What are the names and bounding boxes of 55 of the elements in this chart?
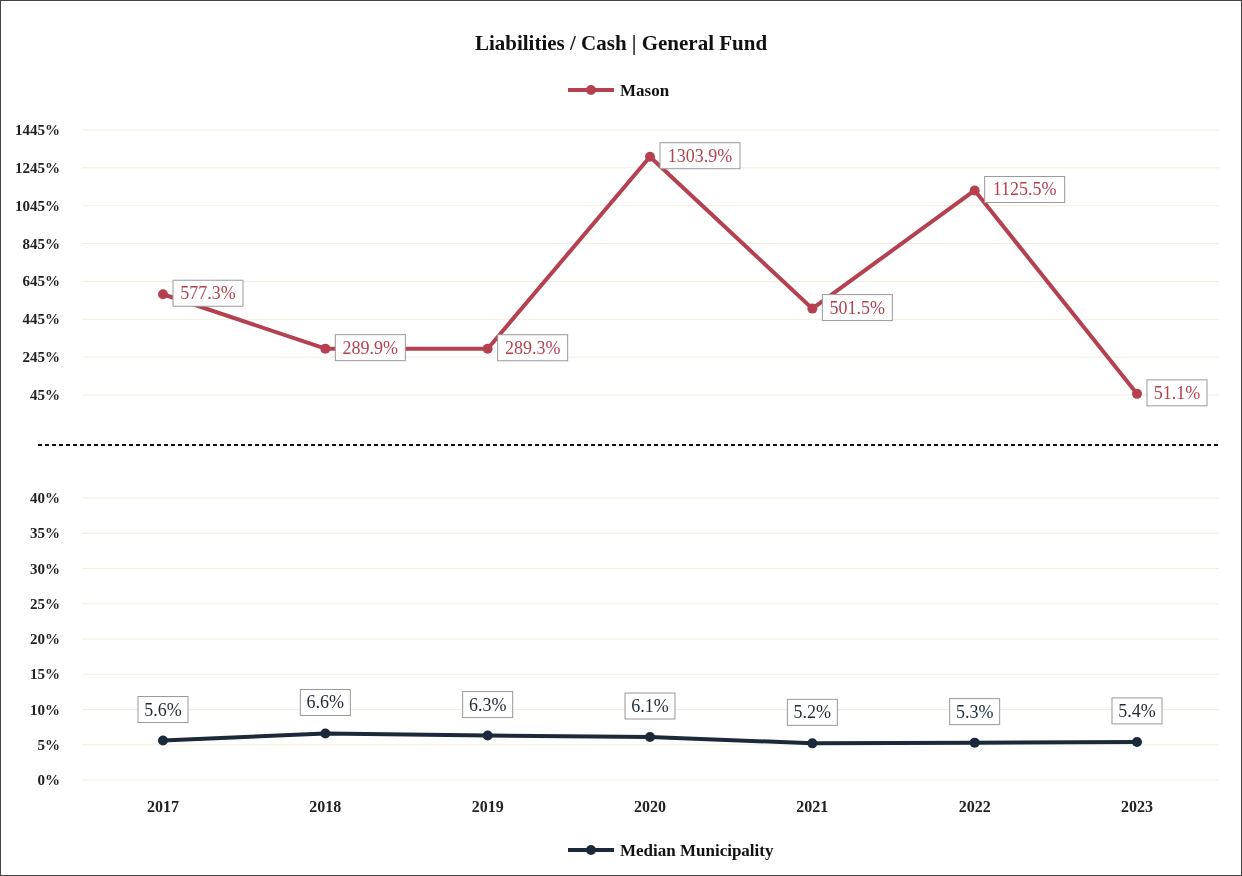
point <box>645 151 655 162</box>
point <box>969 185 980 196</box>
point <box>807 303 818 314</box>
data-label: 501.5% <box>829 297 886 318</box>
y-tick-label: 245% <box>22 349 60 366</box>
y-tick-label: 25% <box>30 595 60 612</box>
y-tick-label: 1445% <box>15 122 60 138</box>
y-tick-label: 35% <box>30 525 60 542</box>
point <box>969 737 980 748</box>
point <box>807 738 818 749</box>
y-tick-label: 5% <box>37 736 60 753</box>
chart-title: Liabilities / Cash | General Fund <box>474 31 768 55</box>
legend-label: Median Municipality <box>620 841 774 860</box>
y-tick-label: 445% <box>22 311 60 328</box>
y-tick-label: 0% <box>37 772 60 788</box>
x-tick-label: 2018 <box>309 798 342 815</box>
y-tick-label: 645% <box>22 273 60 290</box>
data-label: 51.1% <box>1153 382 1201 403</box>
data-label: 5.3% <box>955 701 994 722</box>
point <box>482 730 493 741</box>
data-label: 6.6% <box>306 692 345 713</box>
point <box>1132 388 1142 399</box>
data-label: 289.9% <box>342 337 399 358</box>
data-label: 289.3% <box>504 337 561 358</box>
x-tick-label: 2020 <box>634 798 666 815</box>
point <box>645 732 655 742</box>
point <box>320 343 331 354</box>
point <box>1132 736 1142 747</box>
point <box>158 735 168 746</box>
point <box>320 728 331 739</box>
y-tick-label: 1045% <box>15 197 60 214</box>
data-label: 577.3% <box>180 283 236 304</box>
data-label: 1125.5% <box>992 179 1057 200</box>
y-tick-label: 845% <box>22 235 60 252</box>
x-tick-label: 2023 <box>1121 798 1153 815</box>
data-label: 6.1% <box>631 695 669 716</box>
y-tick-label: 30% <box>30 560 60 577</box>
y-tick-label: 20% <box>30 631 60 647</box>
data-label: 5.6% <box>144 699 182 720</box>
x-tick-label: 2019 <box>471 798 504 815</box>
data-label: 1303.9% <box>667 145 733 166</box>
y-tick-label: 1245% <box>15 159 60 176</box>
data-label: 5.4% <box>1118 700 1156 721</box>
x-tick-label: 2021 <box>796 798 829 815</box>
y-tick-label: 45% <box>30 387 60 403</box>
y-tick-label: 15% <box>30 666 60 683</box>
x-tick-label: 2017 <box>147 798 179 815</box>
point <box>158 289 168 300</box>
x-tick-label: 2022 <box>958 798 991 815</box>
y-tick-label: 40% <box>30 490 60 506</box>
y-tick-label: 10% <box>30 701 60 718</box>
data-label: 5.2% <box>793 702 832 723</box>
point <box>482 343 493 354</box>
data-label: 6.3% <box>468 694 507 715</box>
legend-label: Mason <box>620 81 670 100</box>
